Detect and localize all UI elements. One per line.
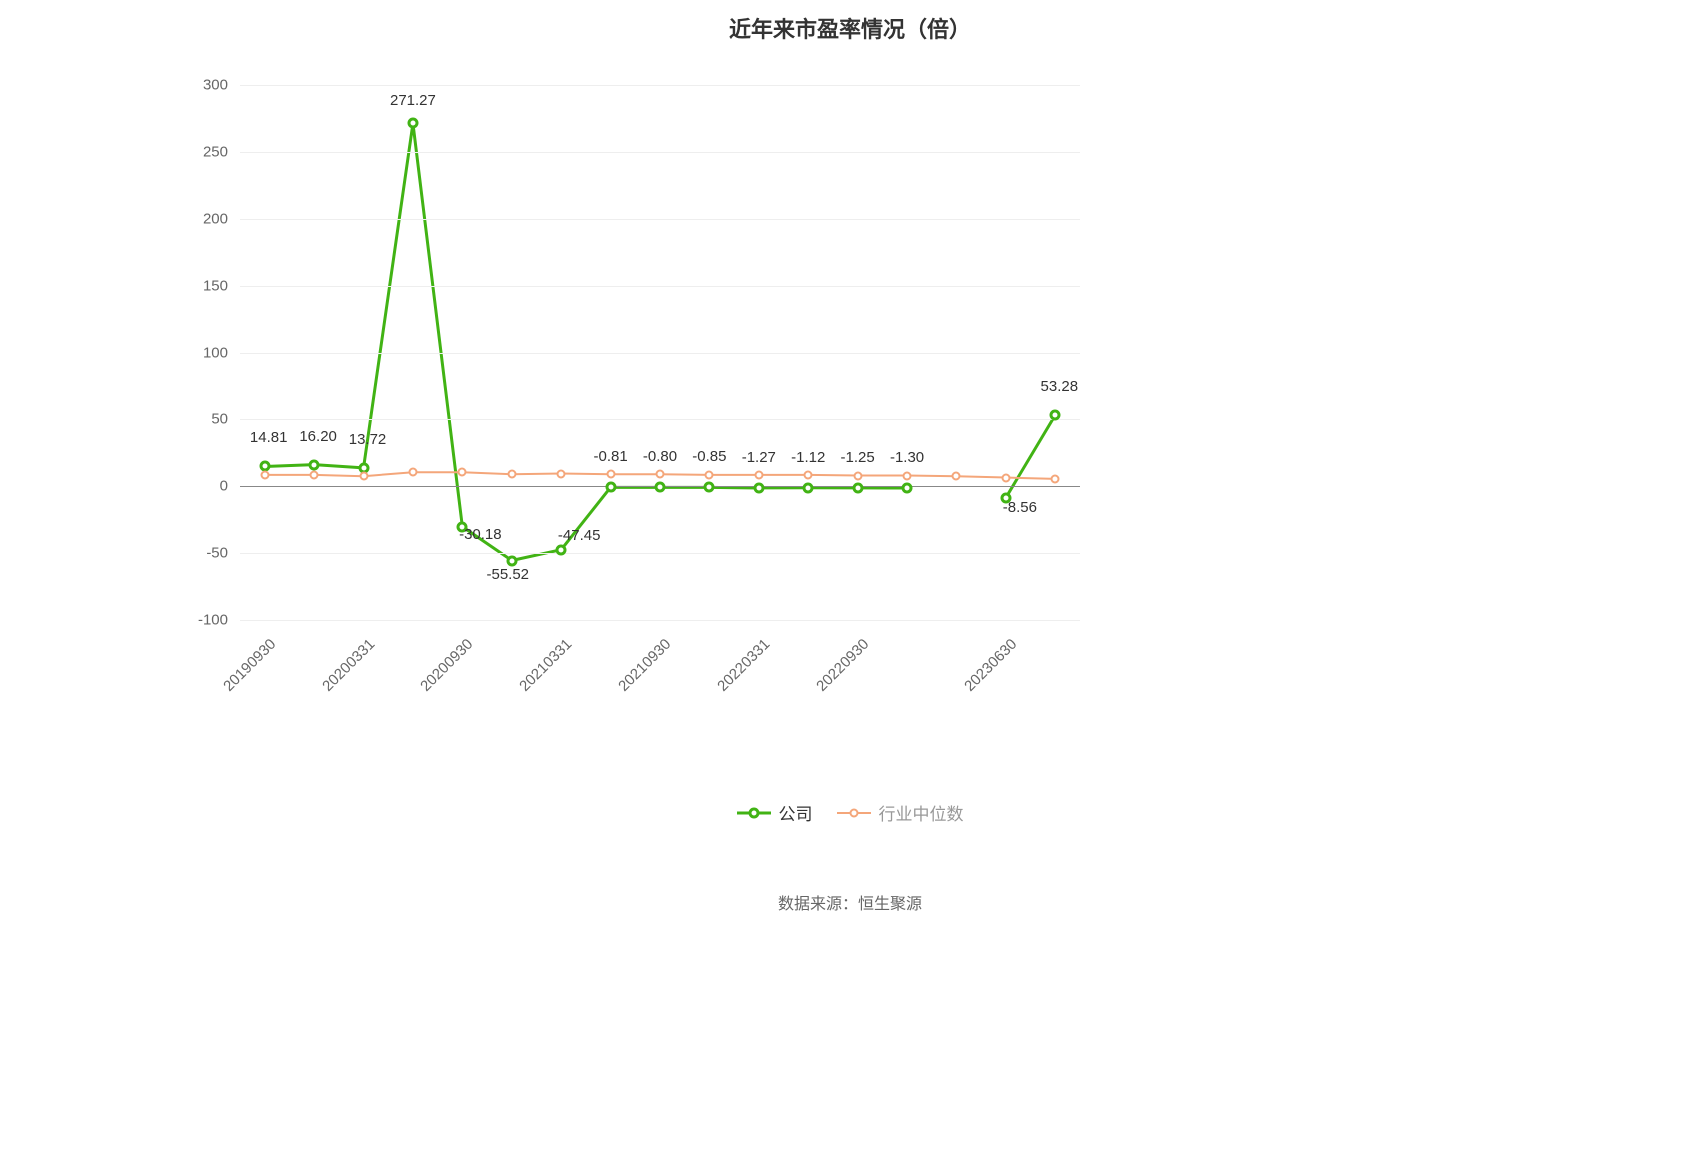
- legend-swatch-icon: [837, 806, 871, 820]
- data-point-marker: [656, 470, 665, 479]
- x-tick-label: 20190930: [220, 636, 279, 695]
- data-point-marker: [705, 470, 714, 479]
- data-point-marker: [853, 471, 862, 480]
- data-point-label: -0.85: [692, 448, 726, 465]
- data-point-marker: [310, 470, 319, 479]
- data-point-marker: [407, 118, 418, 129]
- data-point-label: 271.27: [390, 92, 436, 109]
- legend-swatch-icon: [737, 806, 771, 820]
- data-point-marker: [804, 470, 813, 479]
- x-tick-label: 20210331: [516, 636, 575, 695]
- data-point-marker: [903, 471, 912, 480]
- data-point-label: -0.80: [643, 448, 677, 465]
- data-point-marker: [1001, 473, 1010, 482]
- y-tick-label: 50: [211, 411, 240, 428]
- data-point-marker: [359, 472, 368, 481]
- grid-line: [240, 620, 1080, 621]
- data-point-marker: [309, 459, 320, 470]
- data-point-label: -1.30: [890, 449, 924, 466]
- y-tick-label: 150: [203, 277, 240, 294]
- y-tick-label: 300: [203, 77, 240, 94]
- data-point-marker: [1050, 409, 1061, 420]
- grid-line: [240, 553, 1080, 554]
- data-point-marker: [557, 469, 566, 478]
- x-tick-label: 20210930: [615, 636, 674, 695]
- data-point-label: -1.12: [791, 449, 825, 466]
- data-point-label: -30.18: [459, 526, 502, 543]
- data-point-label: -55.52: [486, 566, 529, 583]
- data-point-marker: [506, 555, 517, 566]
- plot-area: -100-50050100150200250300201909302020033…: [240, 85, 1080, 620]
- data-source-text: 数据来源：恒生聚源: [778, 896, 922, 913]
- data-point-label: 53.28: [1041, 378, 1079, 395]
- series-line: [265, 123, 1056, 560]
- data-point-marker: [852, 482, 863, 493]
- data-point-label: -1.27: [742, 449, 776, 466]
- legend-item[interactable]: 公司: [737, 800, 813, 825]
- data-point-marker: [408, 468, 417, 477]
- y-tick-label: -50: [206, 545, 240, 562]
- data-point-marker: [458, 468, 467, 477]
- y-tick-label: 250: [203, 143, 240, 160]
- grid-line: [240, 219, 1080, 220]
- y-tick-label: -100: [198, 612, 240, 629]
- data-point-marker: [655, 482, 666, 493]
- data-point-marker: [754, 470, 763, 479]
- data-point-marker: [260, 470, 269, 479]
- data-point-label: -47.45: [558, 527, 601, 544]
- chart-title: 近年来市盈率情况（倍）: [0, 12, 1700, 44]
- data-point-marker: [803, 482, 814, 493]
- legend-label: 公司: [779, 800, 813, 825]
- data-point-marker: [606, 470, 615, 479]
- data-point-marker: [753, 482, 764, 493]
- chart-container: 近年来市盈率情况（倍） -100-50050100150200250300201…: [0, 0, 1700, 1150]
- legend-label: 行业中位数: [879, 800, 964, 825]
- grid-line: [240, 353, 1080, 354]
- grid-line: [240, 286, 1080, 287]
- data-point-marker: [704, 482, 715, 493]
- data-point-label: 13.72: [349, 431, 387, 448]
- data-source: 数据来源：恒生聚源: [0, 890, 1700, 914]
- data-point-marker: [507, 470, 516, 479]
- grid-line: [240, 152, 1080, 153]
- data-point-label: -8.56: [1003, 499, 1037, 516]
- y-tick-label: 100: [203, 344, 240, 361]
- x-tick-label: 20230630: [961, 636, 1020, 695]
- data-point-label: -1.25: [841, 449, 875, 466]
- data-point-marker: [605, 482, 616, 493]
- x-tick-label: 20200331: [319, 636, 378, 695]
- y-tick-label: 0: [220, 478, 240, 495]
- data-point-marker: [1051, 474, 1060, 483]
- x-tick-label: 20200930: [418, 636, 477, 695]
- x-tick-label: 20220930: [813, 636, 872, 695]
- legend-item[interactable]: 行业中位数: [837, 800, 964, 825]
- data-point-marker: [556, 544, 567, 555]
- data-point-label: -0.81: [593, 448, 627, 465]
- y-tick-label: 200: [203, 210, 240, 227]
- data-point-label: 14.81: [250, 429, 288, 446]
- data-point-label: 16.20: [299, 428, 337, 445]
- grid-line: [240, 419, 1080, 420]
- x-tick-label: 20220331: [714, 636, 773, 695]
- data-point-marker: [902, 482, 913, 493]
- legend: 公司 行业中位数: [0, 800, 1700, 825]
- data-point-marker: [952, 472, 961, 481]
- grid-line: [240, 85, 1080, 86]
